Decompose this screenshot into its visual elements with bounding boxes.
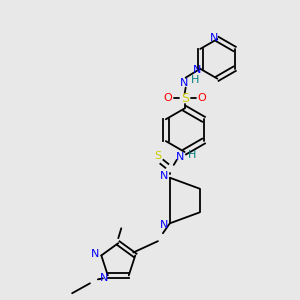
Text: O: O: [164, 94, 172, 103]
Text: S: S: [181, 92, 189, 105]
Text: N: N: [193, 65, 201, 75]
Text: H: H: [188, 150, 196, 160]
Text: N: N: [160, 171, 168, 181]
Text: N: N: [160, 220, 168, 230]
Text: O: O: [197, 94, 206, 103]
Text: N: N: [210, 33, 219, 43]
Text: H: H: [190, 75, 199, 85]
Text: N: N: [179, 78, 188, 88]
Text: N: N: [100, 273, 108, 284]
Text: N: N: [91, 250, 100, 260]
Text: S: S: [154, 151, 161, 161]
Text: N: N: [176, 152, 184, 162]
